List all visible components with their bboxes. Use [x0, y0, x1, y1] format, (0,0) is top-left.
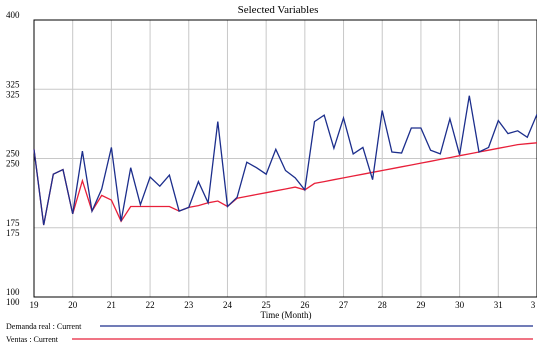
- x-axis-title: Time (Month): [261, 310, 312, 320]
- series-line-ventas: [33, 142, 537, 226]
- y-tick-label: 325: [6, 89, 20, 99]
- x-tick-label: 28: [378, 300, 388, 310]
- plot-frame: [33, 19, 537, 298]
- x-tick-labels: 19 20 21 22 23 24 25 26 27 28 29 30 31 3: [30, 300, 536, 310]
- x-tick-label: 22: [146, 300, 155, 310]
- y-tick-label: 100: [6, 297, 20, 307]
- x-tick-label: 30: [455, 300, 465, 310]
- grid: [34, 20, 537, 297]
- y-tick-label: 250: [6, 159, 20, 169]
- series-line-demanda-real: [33, 95, 537, 226]
- x-tick-label: 25: [262, 300, 272, 310]
- x-tick-label: 23: [184, 300, 194, 310]
- y-tick-label: 400: [6, 10, 20, 20]
- x-tick-label: 29: [416, 300, 426, 310]
- x-tick-label: 31: [494, 300, 503, 310]
- x-tick-label: 26: [300, 300, 310, 310]
- x-tick-label: 27: [339, 300, 349, 310]
- x-tick-label: 3: [531, 300, 536, 310]
- y-tick-label: 250: [6, 149, 20, 159]
- legend-label: Demanda real : Current: [6, 322, 82, 331]
- y-tick-label: 100: [6, 287, 20, 297]
- x-tick-label: 21: [107, 300, 116, 310]
- chart-title: Selected Variables: [238, 4, 319, 16]
- y-tick-label: 175: [6, 228, 20, 238]
- y-tick-label: 175: [6, 218, 20, 228]
- y-tick-label: 325: [6, 79, 20, 89]
- x-tick-label: 19: [30, 300, 40, 310]
- legend: Demanda real : Current Ventas : Current: [6, 322, 533, 344]
- legend-label: Ventas : Current: [6, 335, 59, 344]
- series-layer: [33, 95, 537, 226]
- x-tick-label: 20: [68, 300, 78, 310]
- x-tick-label: 24: [223, 300, 233, 310]
